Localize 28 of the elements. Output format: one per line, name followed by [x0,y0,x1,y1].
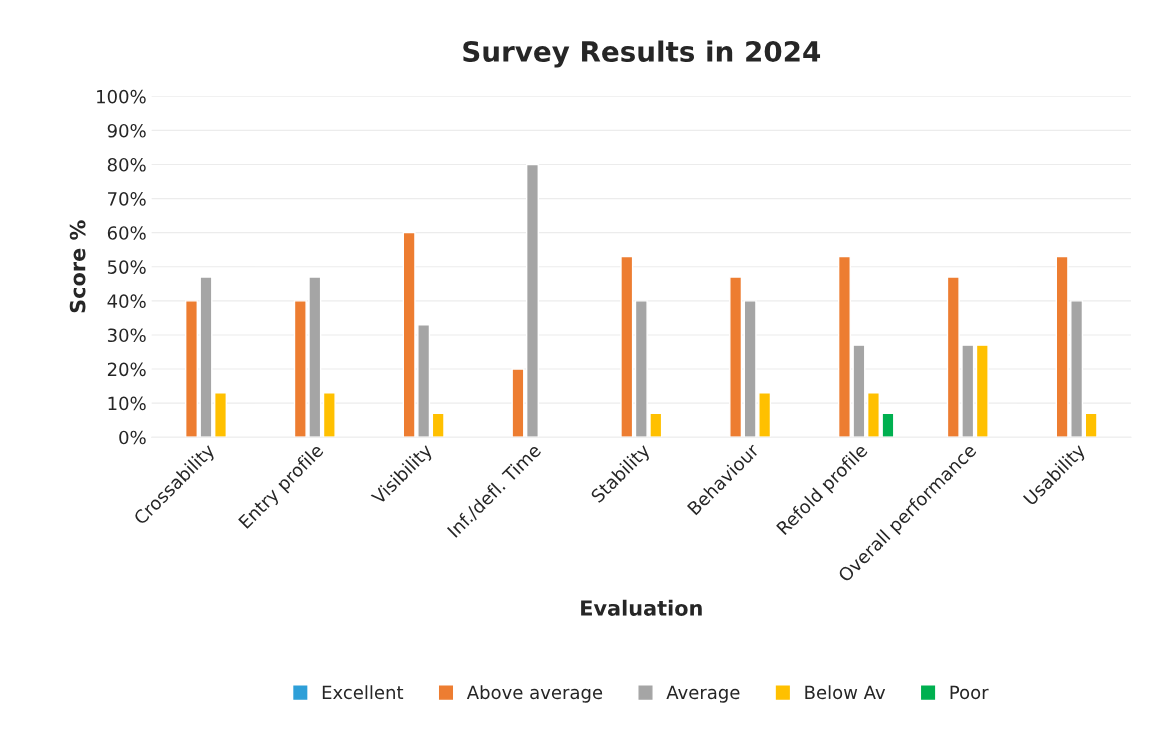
y-tick-label: 30% [107,328,146,343]
y-tick-label: 40% [107,294,146,308]
legend-label: Excellent [322,685,404,700]
y-tick-label: 70% [108,192,146,206]
y-tick-label: 50% [107,260,146,274]
legend-label: Poor [950,685,989,700]
y-tick-label: 80% [107,157,146,172]
y-tick-label: 90% [107,123,146,138]
legend-label: Below Av [805,685,886,700]
y-axis-title: Score % [69,220,86,313]
x-axis-title: Evaluation [581,599,702,616]
y-tick-label: 20% [107,362,146,377]
y-tick-label: 0% [119,430,146,445]
chart-title: Survey Results in 2024 [463,40,821,68]
legend-label: Above average [466,685,603,703]
bar [975,344,989,438]
bar [620,255,634,438]
y-tick-label: 100% [97,89,146,104]
bar [511,368,525,438]
bar [729,276,743,438]
bar [431,412,445,438]
bar [214,392,228,438]
bar [1084,412,1098,438]
bar [322,392,336,438]
legend-label: Average [666,685,740,703]
bar [525,163,539,438]
y-tick-label: 10% [108,396,146,411]
y-tick-label: 60% [107,226,146,240]
